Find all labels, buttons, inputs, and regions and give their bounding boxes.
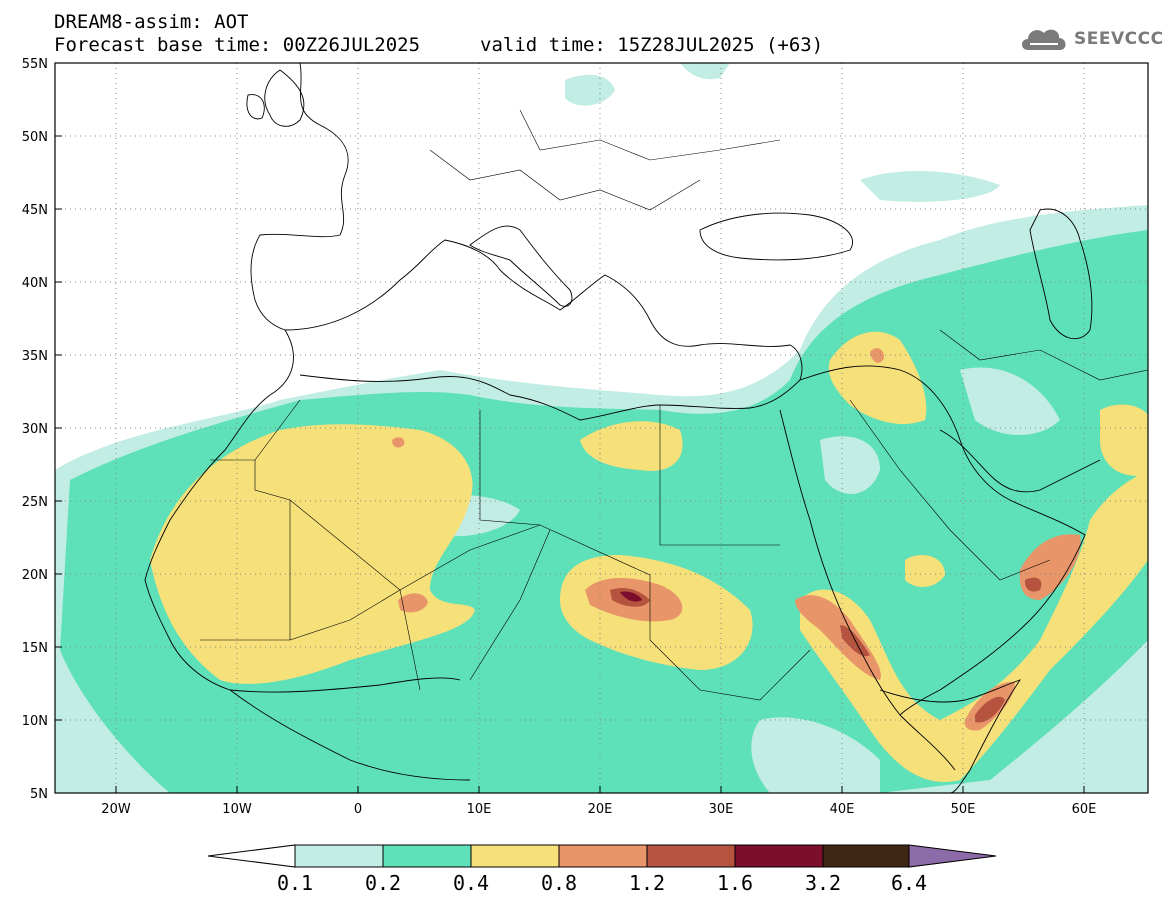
lat-label: 25N xyxy=(22,495,48,510)
colorbar-segment xyxy=(558,844,648,868)
aot-zone-0.1-top xyxy=(680,63,730,80)
coast-libya-egypt xyxy=(299,374,801,421)
border-niger-nigeria xyxy=(399,529,551,691)
lon-label: 0 xyxy=(354,802,362,817)
colorbar-label: 6.4 xyxy=(891,871,927,895)
colorbar-labels: 0.1 0.2 0.4 0.8 1.2 1.6 3.2 6.4 xyxy=(277,871,927,895)
border-europe-2 xyxy=(519,109,781,161)
aot-zone-1.2-oman xyxy=(1024,577,1042,592)
aot-zone-0.1-north xyxy=(860,170,1000,202)
lat-label: 20N xyxy=(22,568,48,583)
coast-red-sea xyxy=(779,409,956,771)
colorbar-segment xyxy=(822,844,910,868)
coast-ireland xyxy=(246,94,265,120)
graticule xyxy=(55,63,1148,793)
lon-label: 30E xyxy=(709,802,734,817)
border-iran xyxy=(939,329,1148,381)
borders xyxy=(200,109,1148,701)
aot-zone-0.4-libya xyxy=(580,421,683,471)
aot-zone-1.2-yemen xyxy=(975,696,1005,723)
border-mali-niger xyxy=(289,589,401,641)
border-algeria xyxy=(254,399,541,591)
colorbar-label: 0.2 xyxy=(365,871,401,895)
colorbar-label: 3.2 xyxy=(805,871,841,895)
coastlines xyxy=(144,63,1101,793)
lat-label: 15N xyxy=(22,641,48,656)
aot-hole-2 xyxy=(820,436,880,494)
lat-label: 35N xyxy=(22,349,48,364)
border-egypt-sudan xyxy=(659,405,780,546)
colorbar-segment-below xyxy=(207,844,296,868)
lon-label: 40E xyxy=(830,802,855,817)
map-title: DREAM8-assim: AOT xyxy=(54,11,249,33)
lon-label: 20W xyxy=(101,802,131,817)
aot-zone-0.4-small1 xyxy=(305,565,340,597)
colorbar-label: 0.8 xyxy=(541,871,577,895)
aot-zone-0.8-algeria xyxy=(392,437,405,448)
lon-labels: 20W 10W 0 10E 20E 30E 40E 50E 60E xyxy=(101,802,1096,817)
border-saudi xyxy=(849,399,1051,581)
aot-zone-0.4-iran xyxy=(1100,404,1148,476)
lat-labels: 55N 50N 45N 40N 35N 30N 25N 20N 15N 10N … xyxy=(22,57,48,802)
logo-text: SEEVCCC xyxy=(1074,29,1164,49)
border-libya-chad xyxy=(479,410,651,640)
colorbar-label: 0.1 xyxy=(277,871,313,895)
coast-west-africa-gulf xyxy=(229,689,471,781)
coast-italy xyxy=(469,225,573,307)
cloud-icon xyxy=(1022,29,1066,50)
forecast-base-time: Forecast base time: 00Z26JUL2025 xyxy=(54,34,421,56)
coast-africa-north xyxy=(144,329,461,693)
aot-zone-0.4-arabia xyxy=(800,470,1148,782)
lat-label: 40N xyxy=(22,276,48,291)
lat-label: 5N xyxy=(30,787,48,802)
colorbar-segment xyxy=(294,844,384,868)
colorbar-label: 1.6 xyxy=(717,871,753,895)
lat-label: 50N xyxy=(22,130,48,145)
aot-zone-0.8-sudan xyxy=(795,595,881,680)
lon-label: 10E xyxy=(467,802,492,817)
aot-hole-3 xyxy=(960,367,1060,435)
aot-zone-1.6 xyxy=(620,591,642,602)
coast-caspian xyxy=(1029,208,1093,340)
aot-zone-0.8-iraq xyxy=(870,348,884,363)
coast-mediterranean-north xyxy=(284,239,803,381)
axis-ticks xyxy=(55,62,1085,794)
lon-label: 20E xyxy=(588,802,613,817)
seevccc-logo: SEEVCCC xyxy=(1018,24,1164,54)
aot-zone-0.1-europe xyxy=(565,74,615,106)
colorbar-label: 0.4 xyxy=(453,871,489,895)
aot-zone-0.4-iraq xyxy=(828,331,927,425)
colorbar-segment xyxy=(734,844,824,868)
lon-label: 50E xyxy=(951,802,976,817)
colorbar xyxy=(207,844,997,868)
border-europe-1 xyxy=(429,149,701,211)
valid-time: valid time: 15Z28JUL2025 (+63) xyxy=(480,34,824,56)
coast-horn xyxy=(879,679,1022,793)
coast-europe-atlantic xyxy=(250,63,349,331)
lat-label: 10N xyxy=(22,714,48,729)
aot-hole-4 xyxy=(751,717,880,793)
colorbar-label: 1.2 xyxy=(629,871,665,895)
coast-uk xyxy=(264,69,305,127)
lon-label: 60E xyxy=(1072,802,1097,817)
border-mauritania-mali xyxy=(200,459,291,641)
border-sudan xyxy=(649,639,811,701)
colorbar-segment xyxy=(470,844,560,868)
lat-label: 45N xyxy=(22,203,48,218)
coast-gulf xyxy=(939,429,1101,493)
coast-arabia xyxy=(799,365,1086,716)
coast-black-sea xyxy=(699,212,853,261)
lat-label: 55N xyxy=(22,57,48,72)
colorbar-segment xyxy=(646,844,736,868)
colorbar-segment-above xyxy=(908,844,997,868)
lon-label: 10W xyxy=(222,802,252,817)
lat-label: 30N xyxy=(22,422,48,437)
aot-zone-0.4-west xyxy=(150,424,475,684)
aot-zone-0.8-mali xyxy=(398,593,428,613)
aot-field xyxy=(55,63,1148,793)
aot-zone-0.4-small2 xyxy=(905,555,945,587)
colorbar-segment xyxy=(382,844,472,868)
